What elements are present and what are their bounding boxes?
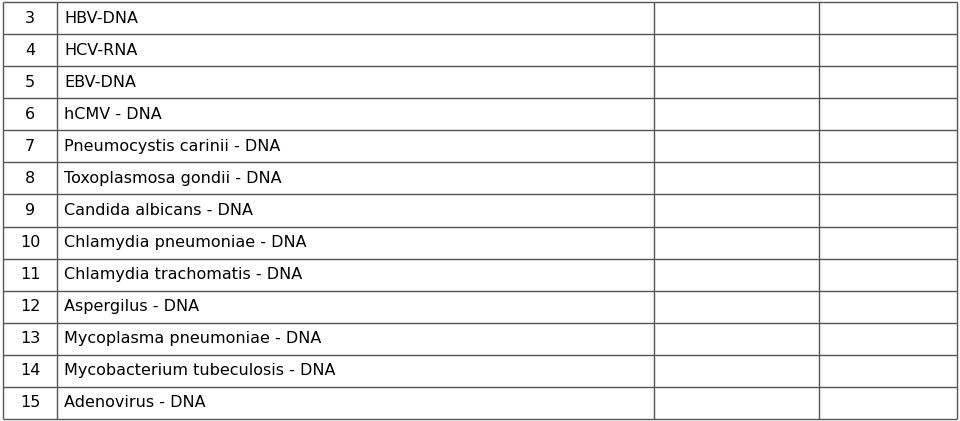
Text: Mycoplasma pneumoniae - DNA: Mycoplasma pneumoniae - DNA (64, 331, 322, 346)
Text: Aspergilus - DNA: Aspergilus - DNA (64, 299, 199, 314)
Text: Adenovirus - DNA: Adenovirus - DNA (64, 395, 205, 410)
Text: 14: 14 (20, 363, 40, 378)
Text: Pneumocystis carinii - DNA: Pneumocystis carinii - DNA (64, 139, 280, 154)
Text: 6: 6 (25, 107, 36, 122)
Text: hCMV - DNA: hCMV - DNA (64, 107, 161, 122)
Text: 4: 4 (25, 43, 36, 58)
Text: 8: 8 (25, 171, 36, 186)
Text: Candida albicans - DNA: Candida albicans - DNA (64, 203, 253, 218)
Text: 7: 7 (25, 139, 36, 154)
Text: 13: 13 (20, 331, 40, 346)
Text: Mycobacterium tubeculosis - DNA: Mycobacterium tubeculosis - DNA (64, 363, 335, 378)
Text: 12: 12 (20, 299, 40, 314)
Text: EBV-DNA: EBV-DNA (64, 75, 136, 90)
Text: 15: 15 (20, 395, 40, 410)
Text: Chlamydia pneumoniae - DNA: Chlamydia pneumoniae - DNA (64, 235, 306, 250)
Text: 10: 10 (20, 235, 40, 250)
Text: HBV-DNA: HBV-DNA (64, 11, 138, 26)
Text: 11: 11 (20, 267, 40, 282)
Text: 3: 3 (25, 11, 36, 26)
Text: 9: 9 (25, 203, 36, 218)
Text: Chlamydia trachomatis - DNA: Chlamydia trachomatis - DNA (64, 267, 302, 282)
Text: HCV-RNA: HCV-RNA (64, 43, 137, 58)
Text: Toxoplasmosa gondii - DNA: Toxoplasmosa gondii - DNA (64, 171, 281, 186)
Text: 5: 5 (25, 75, 36, 90)
